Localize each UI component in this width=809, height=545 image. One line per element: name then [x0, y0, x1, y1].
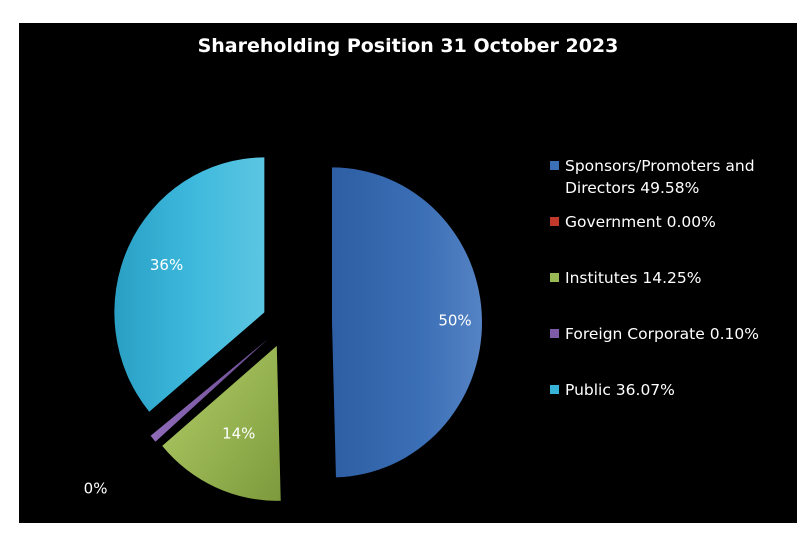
data-label: 14%: [222, 425, 255, 443]
pie-slice-institutes: [162, 345, 281, 501]
pie-slice-foreign-corporate-shadow: [154, 343, 272, 446]
legend-swatch: [550, 217, 559, 226]
data-label: 36%: [150, 256, 183, 274]
legend-item-government: Government 0.00%: [550, 211, 795, 233]
legend-label: Institutes 14.25%: [565, 269, 702, 287]
legend-item-foreign-corporate: Foreign Corporate 0.10%: [550, 323, 795, 345]
legend-item-public: Public 36.07%: [550, 379, 795, 401]
legend-item-sponsors: Sponsors/Promoters and Directors 49.58%: [550, 155, 795, 199]
legend-label: Foreign Corporate 0.10%: [565, 325, 759, 343]
pie-slice-public: [114, 157, 265, 412]
legend-label: Public 36.07%: [565, 381, 675, 399]
data-label: 50%: [438, 312, 471, 330]
legend-swatch: [550, 161, 559, 170]
legend-label: Government 0.00%: [565, 213, 716, 231]
legend-swatch: [550, 385, 559, 394]
pie-slice-foreign-corporate: [150, 339, 268, 442]
data-label: 0%: [84, 480, 108, 498]
legend-swatch: [550, 329, 559, 338]
legend-item-institutes: Institutes 14.25%: [550, 267, 795, 289]
legend-swatch: [550, 273, 559, 282]
chart-title: Shareholding Position 31 October 2023: [197, 35, 619, 57]
chart-area: Shareholding Position 31 October 2023 50…: [19, 23, 797, 523]
legend-label: Sponsors/Promoters and Directors 49.58%: [565, 157, 755, 197]
pie-slice-sponsors: [331, 167, 482, 478]
pie-chart: 50%0%14%0%36%: [84, 157, 486, 505]
